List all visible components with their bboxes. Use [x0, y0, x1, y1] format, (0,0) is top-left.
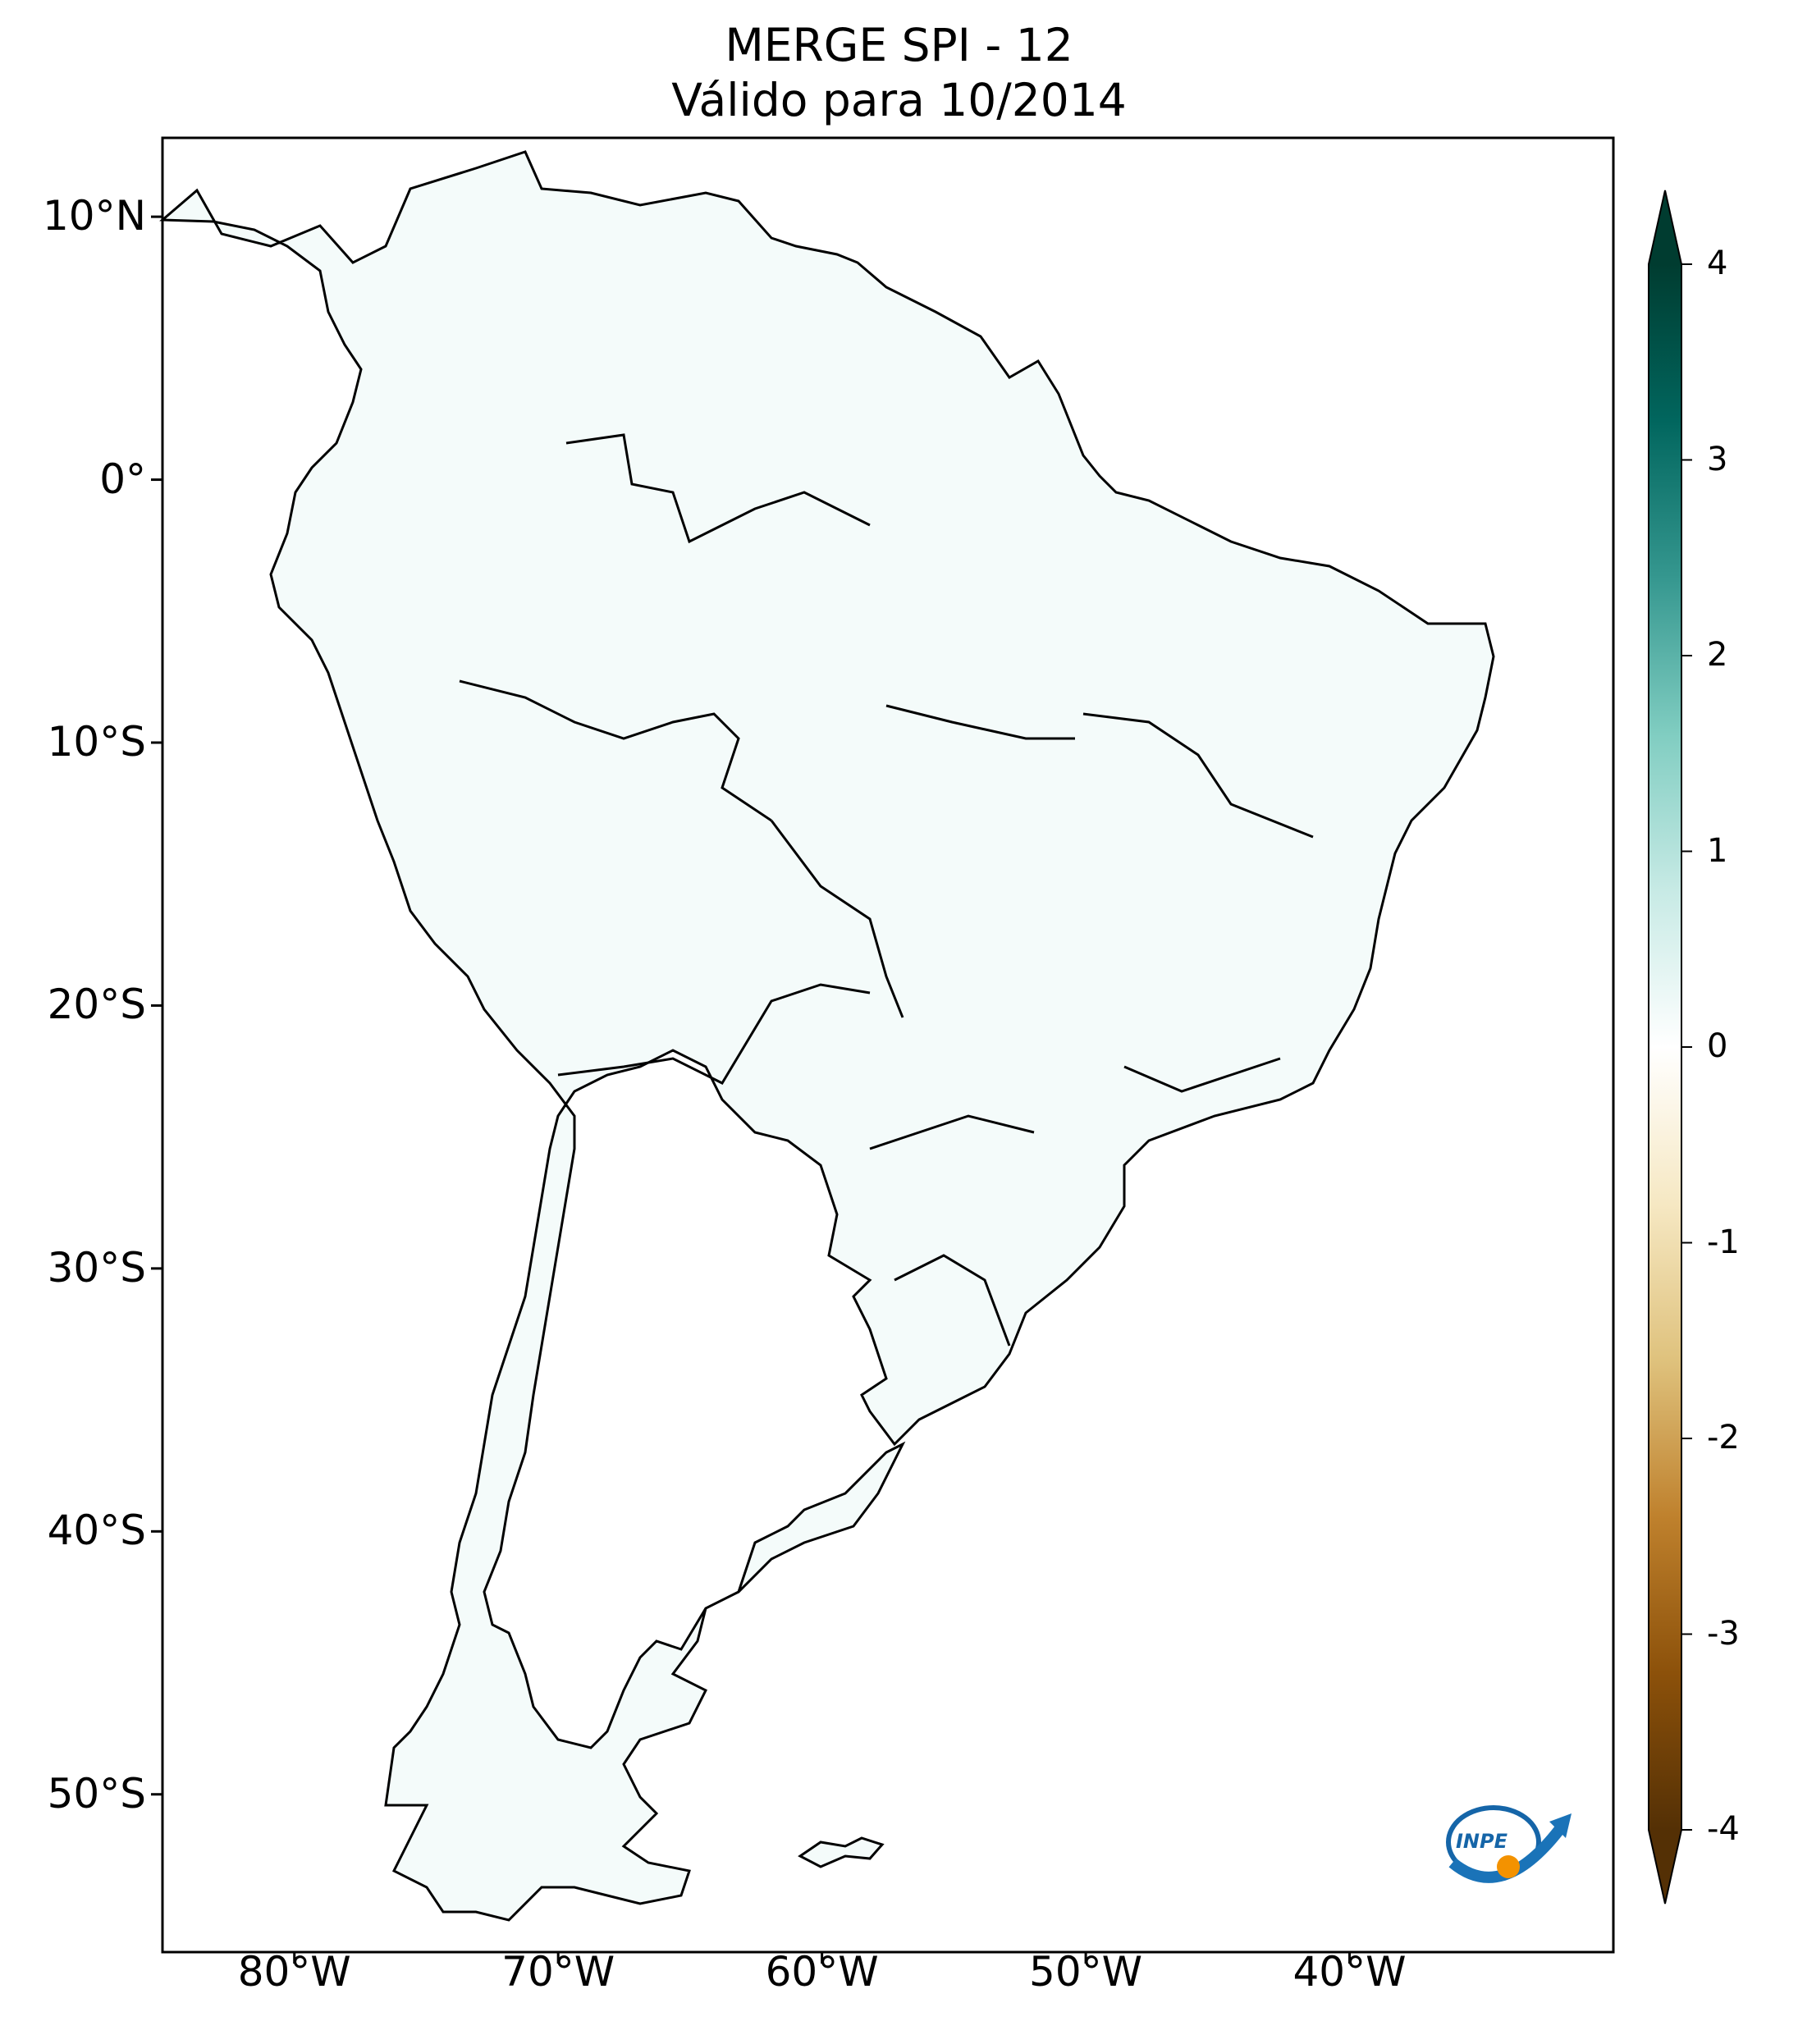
- colorbar: [1648, 190, 1692, 1905]
- colorbar-tick-label: 2: [1707, 636, 1728, 674]
- border-para-mato-grosso: [885, 704, 1075, 740]
- y-tick-label: 20°S: [47, 981, 146, 1029]
- border-uruguay-brazil: [894, 1254, 1011, 1347]
- border-bolivia-brazil: [770, 820, 904, 1018]
- border-argentina-bolivia: [557, 983, 871, 1085]
- x-tick-label: 50°W: [1029, 1948, 1143, 1996]
- colorbar-tick-marks: [1681, 263, 1692, 1831]
- border-sao-paulo: [1123, 1057, 1281, 1093]
- y-tick-label: 10°N: [42, 192, 146, 240]
- x-tick-label: 80°W: [237, 1948, 351, 1996]
- logo-sun: [1497, 1855, 1520, 1878]
- logo-text: INPE: [1456, 1830, 1508, 1853]
- border-brazil-peru-bolivia: [459, 679, 772, 822]
- border-brazil-north: [565, 433, 871, 544]
- map-subtitle: Válido para 10/2014: [671, 74, 1127, 126]
- x-tick-marks: [293, 1952, 1352, 1964]
- falkland-islands: [798, 1836, 885, 1868]
- colorbar-upper-extension: [1649, 190, 1681, 264]
- colorbar-tick-label: -2: [1707, 1419, 1740, 1456]
- political-borders: [459, 433, 1314, 1347]
- inpe-logo: INPE: [1446, 1805, 1572, 1883]
- y-tick-label: 50°S: [47, 1769, 146, 1818]
- x-tick-label: 70°W: [501, 1948, 615, 1996]
- border-paraguay-argentina: [869, 1114, 1035, 1150]
- x-tick-label: 60°W: [765, 1948, 879, 1996]
- x-tick-label: 40°W: [1292, 1948, 1407, 1996]
- logo-arrow-icon: [1549, 1813, 1572, 1838]
- colorbar-lower-extension: [1649, 1830, 1681, 1904]
- y-tick-label: 40°S: [47, 1507, 146, 1555]
- colorbar-tick-label: -4: [1707, 1810, 1740, 1848]
- map-title: MERGE SPI - 12: [725, 19, 1073, 71]
- y-tick-marks: [151, 215, 162, 1796]
- y-tick-label: 30°S: [47, 1243, 146, 1292]
- colorbar-body: [1649, 264, 1681, 1830]
- border-brazil-states: [1082, 712, 1314, 839]
- y-tick-label: 0°: [99, 455, 146, 503]
- y-tick-label: 10°S: [47, 718, 146, 766]
- colorbar-tick-label: 0: [1707, 1027, 1728, 1065]
- colorbar-tick-label: 4: [1707, 245, 1728, 282]
- colorbar-tick-label: -3: [1707, 1614, 1740, 1653]
- colorbar-tick-label: 1: [1707, 831, 1728, 870]
- colorbar-tick-label: -1: [1707, 1223, 1740, 1261]
- colorbar-tick-label: 3: [1707, 440, 1728, 478]
- map-frame: [161, 136, 1615, 1954]
